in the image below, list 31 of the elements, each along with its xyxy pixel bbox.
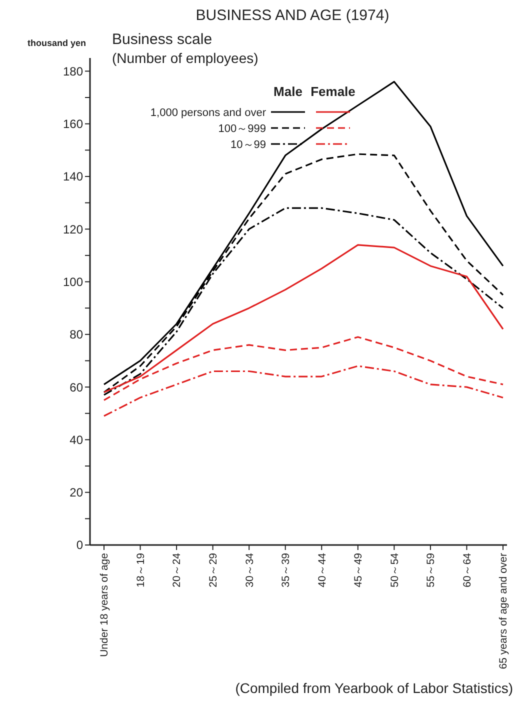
x-tick-label: 55～59 (425, 552, 438, 588)
legend-title: Business scale (Number of employees) (112, 31, 258, 66)
x-tick-label: 60～64 (461, 552, 474, 588)
y-tick-label: 80 (70, 328, 84, 342)
chart-title: BUSINESS AND AGE (1974) (196, 7, 390, 24)
x-tick-label: Under 18 years of age (98, 552, 111, 657)
legend-label: 1,000 persons and over (150, 106, 266, 119)
x-tick-label: 20～24 (171, 552, 184, 588)
y-tick-label: 60 (70, 380, 84, 394)
legend-label: 10～99 (230, 138, 266, 151)
x-tick-label: 50～54 (388, 552, 401, 588)
x-tick-label: 40～44 (316, 552, 328, 588)
x-tick-label: 25～29 (207, 552, 220, 588)
annotation: Female (310, 84, 356, 99)
legend-label: 100～999 (218, 122, 266, 135)
text: (Compiled from Yearbook of Labor Statistics) (235, 680, 513, 696)
y-tick-label: 180 (62, 64, 84, 78)
y-tick-label: 100 (62, 274, 84, 289)
y-tick-label: 160 (62, 117, 84, 132)
y-tick-label: 120 (62, 222, 84, 236)
x-tick-label: 18～19 (134, 552, 147, 588)
y-tick-label: 0 (76, 538, 84, 552)
y-tick-label: 40 (70, 432, 84, 447)
y-tick-label: 140 (62, 170, 84, 184)
x-tick-label: 35～39 (280, 552, 292, 588)
x-tick-label: 30～34 (244, 552, 256, 588)
x-tick-label: 45～49 (352, 552, 365, 588)
annotation: Male (274, 84, 302, 99)
x-tick-label: 65 years of age and over (498, 552, 510, 670)
y-tick-label: 20 (70, 486, 84, 500)
y-axis-title: thousand yen (27, 38, 86, 48)
